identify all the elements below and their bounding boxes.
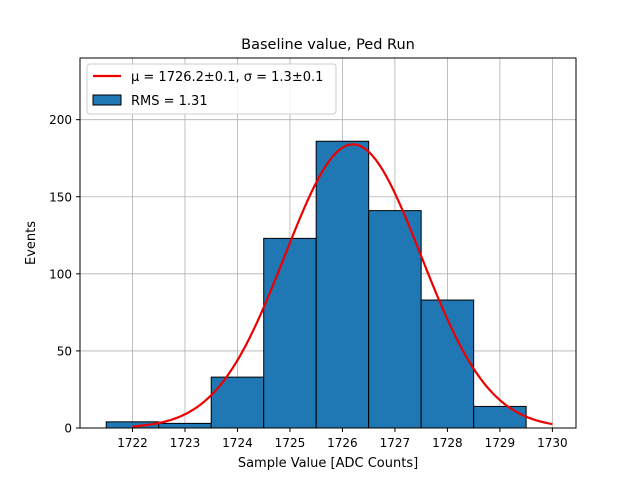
chart-title: Baseline value, Ped Run [241, 37, 415, 53]
plot-frame [79, 57, 577, 429]
x-tick-label: 1725 [275, 436, 306, 450]
legend: μ = 1726.2±0.1, σ = 1.3±0.1 RMS = 1.31 [86, 63, 337, 115]
histogram-bar [368, 210, 422, 429]
legend-hist-swatch [92, 94, 122, 106]
fit-curve [132, 143, 553, 428]
histogram-bar [210, 376, 265, 429]
y-tick-label: 150 [49, 190, 72, 204]
y-tick-label: 0 [64, 422, 72, 436]
y-axis-label: Events [24, 221, 39, 265]
x-axis-label: Sample Value [ADC Counts] [238, 456, 418, 471]
histogram-bar [315, 140, 370, 429]
x-tick-label: 1729 [485, 436, 516, 450]
y-axis: 0 50 100 150 200 [49, 113, 80, 436]
x-tick-label: 1728 [432, 436, 463, 450]
legend-box [86, 63, 337, 115]
x-tick-label: 1727 [380, 436, 411, 450]
histogram-bar [263, 237, 317, 429]
legend-hist-label: RMS = 1.31 [131, 94, 208, 109]
x-tick-label: 1722 [117, 436, 148, 450]
x-tick-label: 1726 [327, 436, 358, 450]
y-tick-label: 200 [49, 113, 72, 127]
x-tick-label: 1724 [222, 436, 253, 450]
y-tick-label: 100 [49, 267, 72, 281]
x-tick-label: 1723 [170, 436, 201, 450]
x-axis: 1722 1723 1724 1725 1726 1727 1728 1729 1730 [117, 428, 568, 450]
fit-curve-group [132, 143, 553, 428]
histogram-bar [473, 405, 527, 429]
y-tick-label: 50 [57, 344, 72, 358]
legend-fit-label: μ = 1726.2±0.1, σ = 1.3±0.1 [131, 70, 323, 85]
x-tick-label: 1730 [537, 436, 568, 450]
histogram-bar [158, 422, 212, 429]
